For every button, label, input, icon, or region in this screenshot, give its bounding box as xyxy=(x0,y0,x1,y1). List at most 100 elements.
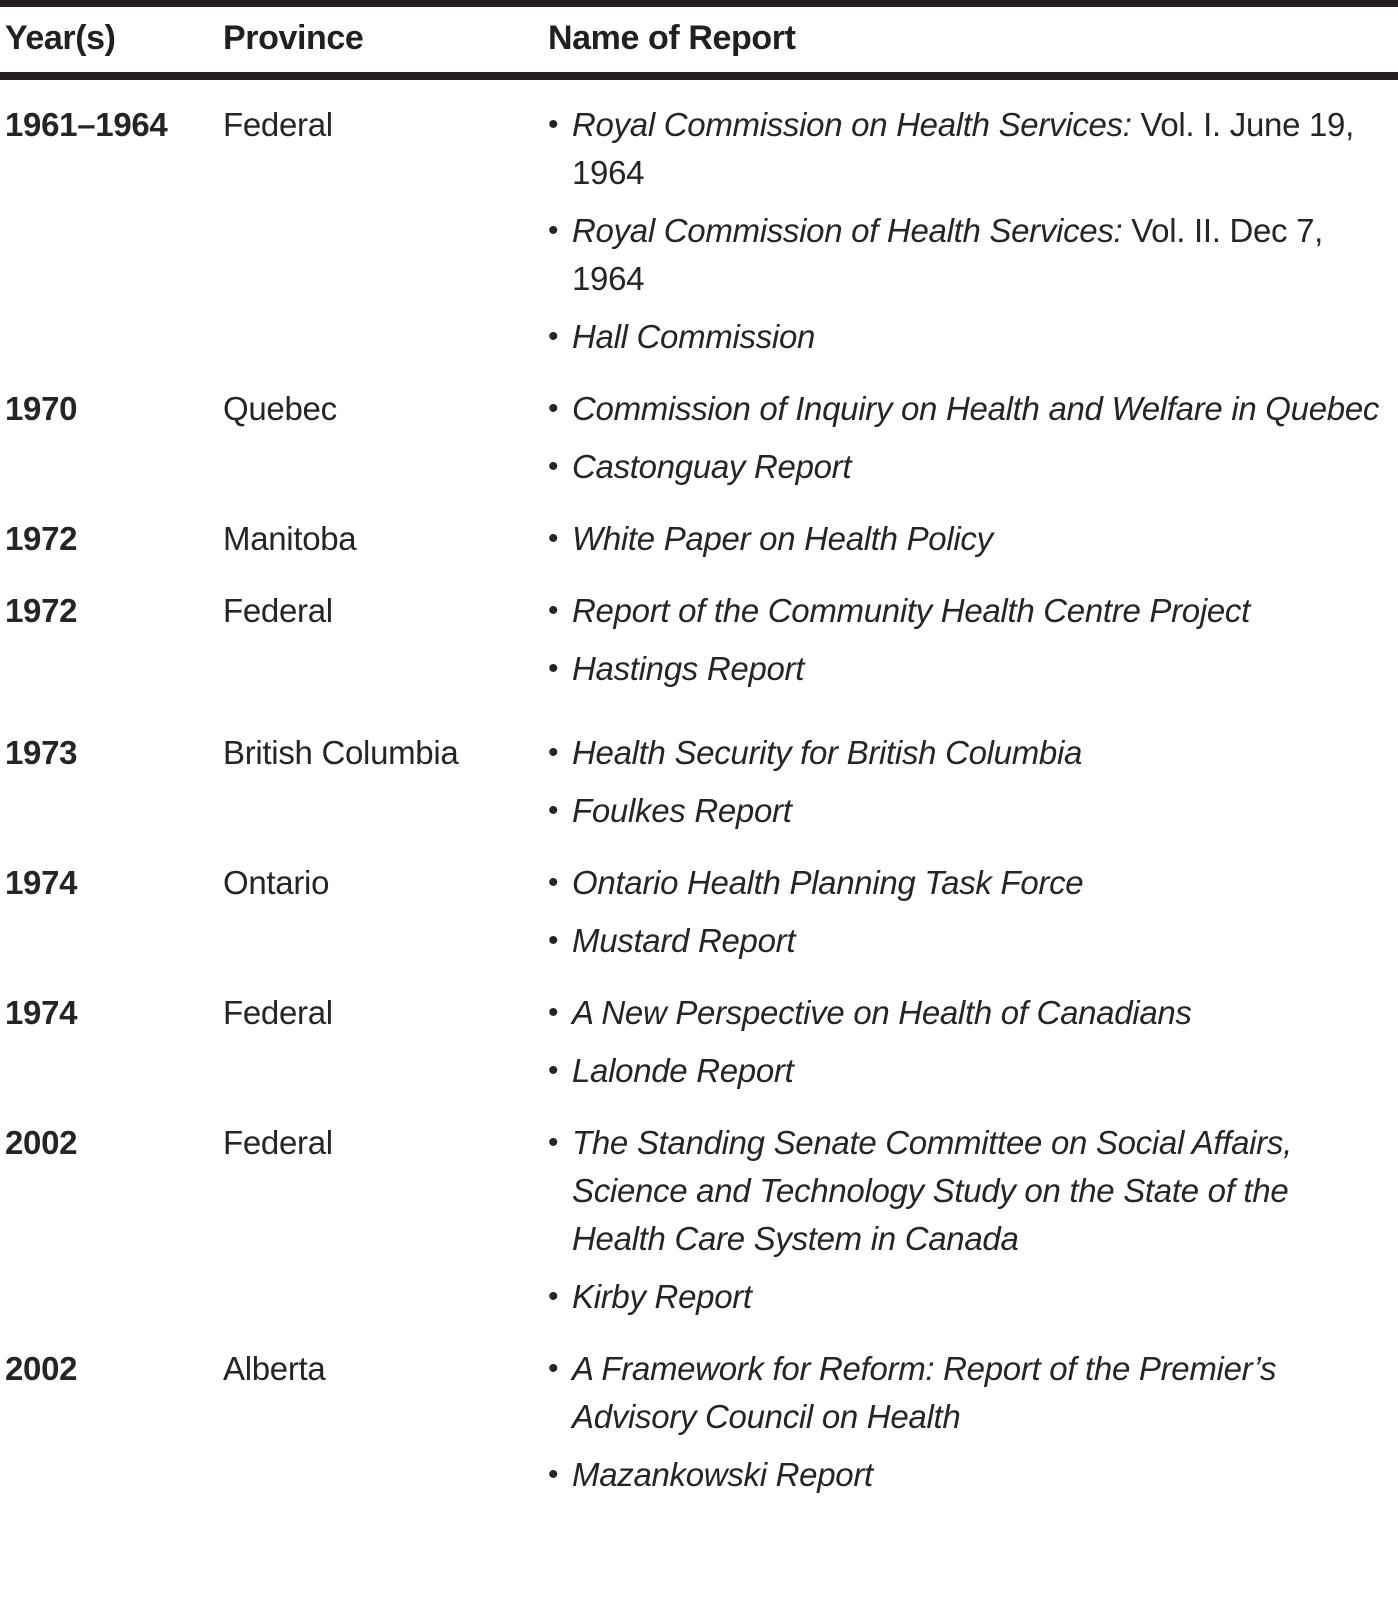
report-cell: • A Framework for Reform: Report of the … xyxy=(543,1345,1398,1499)
year-cell: 1974 xyxy=(5,864,78,901)
table-header-row: Year(s) Province Name of Report xyxy=(0,7,1398,72)
year-cell: 1972 xyxy=(5,592,78,629)
report-item: • A Framework for Reform: Report of the … xyxy=(548,1345,1388,1441)
report-title: Ontario Health Planning Task Force xyxy=(572,864,1084,901)
report-title: A Framework for Reform: Report of the Pr… xyxy=(572,1350,1277,1435)
province-cell: Manitoba xyxy=(223,520,357,557)
report-text: White Paper on Health Policy xyxy=(572,515,1388,563)
report-suffix: Vol. II. Dec 7, 1964 xyxy=(572,212,1324,297)
report-item: • Commission of Inquiry on Health and We… xyxy=(548,385,1388,433)
table-row: 1970 Quebec • Commission of Inquiry on H… xyxy=(0,385,1398,491)
bullet-icon: • xyxy=(548,1458,559,1491)
report-list: • The Standing Senate Committee on Socia… xyxy=(548,1119,1388,1321)
report-text: Foulkes Report xyxy=(572,787,1388,835)
report-list: • Ontario Health Planning Task Force • M… xyxy=(548,859,1388,965)
report-list: • Report of the Community Health Centre … xyxy=(548,587,1388,693)
report-text: A New Perspective on Health of Canadians xyxy=(572,989,1388,1037)
report-title: Mustard Report xyxy=(572,922,796,959)
report-title: The Standing Senate Committee on Social … xyxy=(572,1124,1292,1257)
column-header-province: Province xyxy=(223,19,364,57)
report-text: Commission of Inquiry on Health and Welf… xyxy=(572,385,1388,433)
bullet-icon: • xyxy=(548,392,559,425)
report-title: A New Perspective on Health of Canadians xyxy=(572,994,1192,1031)
report-item: • Castonguay Report xyxy=(548,443,1388,491)
column-header-name-of-report: Name of Report xyxy=(548,19,796,57)
bullet-icon: • xyxy=(548,736,559,769)
report-title: Royal Commission on Health Services: xyxy=(572,106,1132,143)
report-item: • Ontario Health Planning Task Force xyxy=(548,859,1388,907)
report-table-page: Year(s) Province Name of Report 1961–196… xyxy=(0,0,1398,1499)
table-row: 1961–1964 Federal • Royal Commission on … xyxy=(0,101,1398,361)
report-text: Lalonde Report xyxy=(572,1047,1388,1095)
bullet-icon: • xyxy=(548,594,559,627)
bullet-icon: • xyxy=(548,450,559,483)
report-list: • Health Security for British Columbia •… xyxy=(548,729,1388,835)
report-suffix: Vol. I. June 19, 1964 xyxy=(572,106,1354,191)
report-title: Royal Commission of Health Services: xyxy=(572,212,1123,249)
year-cell: 2002 xyxy=(5,1350,78,1387)
report-item: • Report of the Community Health Centre … xyxy=(548,587,1388,635)
report-cell: • Commission of Inquiry on Health and We… xyxy=(543,385,1398,491)
province-cell: Federal xyxy=(223,1124,333,1161)
table-row: 1972 Federal • Report of the Community H… xyxy=(0,587,1398,693)
report-text: Hastings Report xyxy=(572,645,1388,693)
bullet-icon: • xyxy=(548,1352,559,1385)
bullet-icon: • xyxy=(548,866,559,899)
report-title: Hall Commission xyxy=(572,318,816,355)
report-text: The Standing Senate Committee on Social … xyxy=(572,1119,1388,1263)
bullet-icon: • xyxy=(548,214,559,247)
report-title: Commission of Inquiry on Health and Welf… xyxy=(572,390,1380,427)
bullet-icon: • xyxy=(548,652,559,685)
report-text: Health Security for British Columbia xyxy=(572,729,1388,777)
year-cell: 1970 xyxy=(5,390,78,427)
report-item: • Royal Commission on Health Services: V… xyxy=(548,101,1388,197)
province-cell: Alberta xyxy=(223,1350,326,1387)
province-cell: Federal xyxy=(223,592,333,629)
bullet-icon: • xyxy=(548,1126,559,1159)
province-cell: Federal xyxy=(223,994,333,1031)
report-list: • A New Perspective on Health of Canadia… xyxy=(548,989,1388,1095)
header-rule xyxy=(0,72,1398,80)
column-header-years: Year(s) xyxy=(5,19,116,57)
report-item: • Mazankowski Report xyxy=(548,1451,1388,1499)
report-list: • A Framework for Reform: Report of the … xyxy=(548,1345,1388,1499)
report-title: Health Security for British Columbia xyxy=(572,734,1083,771)
report-text: Hall Commission xyxy=(572,313,1388,361)
report-text: Royal Commission of Health Services: Vol… xyxy=(572,207,1388,303)
report-text: Castonguay Report xyxy=(572,443,1388,491)
report-item: • Kirby Report xyxy=(548,1273,1388,1321)
bullet-icon: • xyxy=(548,794,559,827)
bullet-icon: • xyxy=(548,320,559,353)
year-cell: 1972 xyxy=(5,520,78,557)
report-text: Royal Commission on Health Services: Vol… xyxy=(572,101,1388,197)
report-title: Report of the Community Health Centre Pr… xyxy=(572,592,1250,629)
report-text: A Framework for Reform: Report of the Pr… xyxy=(572,1345,1388,1441)
report-text: Mazankowski Report xyxy=(572,1451,1388,1499)
bullet-icon: • xyxy=(548,1054,559,1087)
report-list: • White Paper on Health Policy xyxy=(548,515,1388,563)
bullet-icon: • xyxy=(548,996,559,1029)
report-text: Report of the Community Health Centre Pr… xyxy=(572,587,1388,635)
year-cell: 1974 xyxy=(5,994,78,1031)
bullet-icon: • xyxy=(548,924,559,957)
top-rule xyxy=(0,0,1398,7)
year-cell: 1973 xyxy=(5,734,78,771)
report-text: Kirby Report xyxy=(572,1273,1388,1321)
report-item: • The Standing Senate Committee on Socia… xyxy=(548,1119,1388,1263)
report-item: • Lalonde Report xyxy=(548,1047,1388,1095)
table-row: 2002 Alberta • A Framework for Reform: R… xyxy=(0,1345,1398,1499)
province-cell: Ontario xyxy=(223,864,330,901)
table-row: 2002 Federal • The Standing Senate Commi… xyxy=(0,1119,1398,1321)
table-row: 1973 British Columbia • Health Security … xyxy=(0,729,1398,835)
table-row: 1974 Ontario • Ontario Health Planning T… xyxy=(0,859,1398,965)
report-title: Mazankowski Report xyxy=(572,1456,873,1493)
report-text: Mustard Report xyxy=(572,917,1388,965)
report-item: • White Paper on Health Policy xyxy=(548,515,1388,563)
report-cell: • White Paper on Health Policy xyxy=(543,515,1398,563)
report-title: Castonguay Report xyxy=(572,448,852,485)
report-cell: • Report of the Community Health Centre … xyxy=(543,587,1398,693)
bullet-icon: • xyxy=(548,522,559,555)
province-cell: Quebec xyxy=(223,390,337,427)
report-cell: • A New Perspective on Health of Canadia… xyxy=(543,989,1398,1095)
table-row: 1972 Manitoba • White Paper on Health Po… xyxy=(0,515,1398,563)
